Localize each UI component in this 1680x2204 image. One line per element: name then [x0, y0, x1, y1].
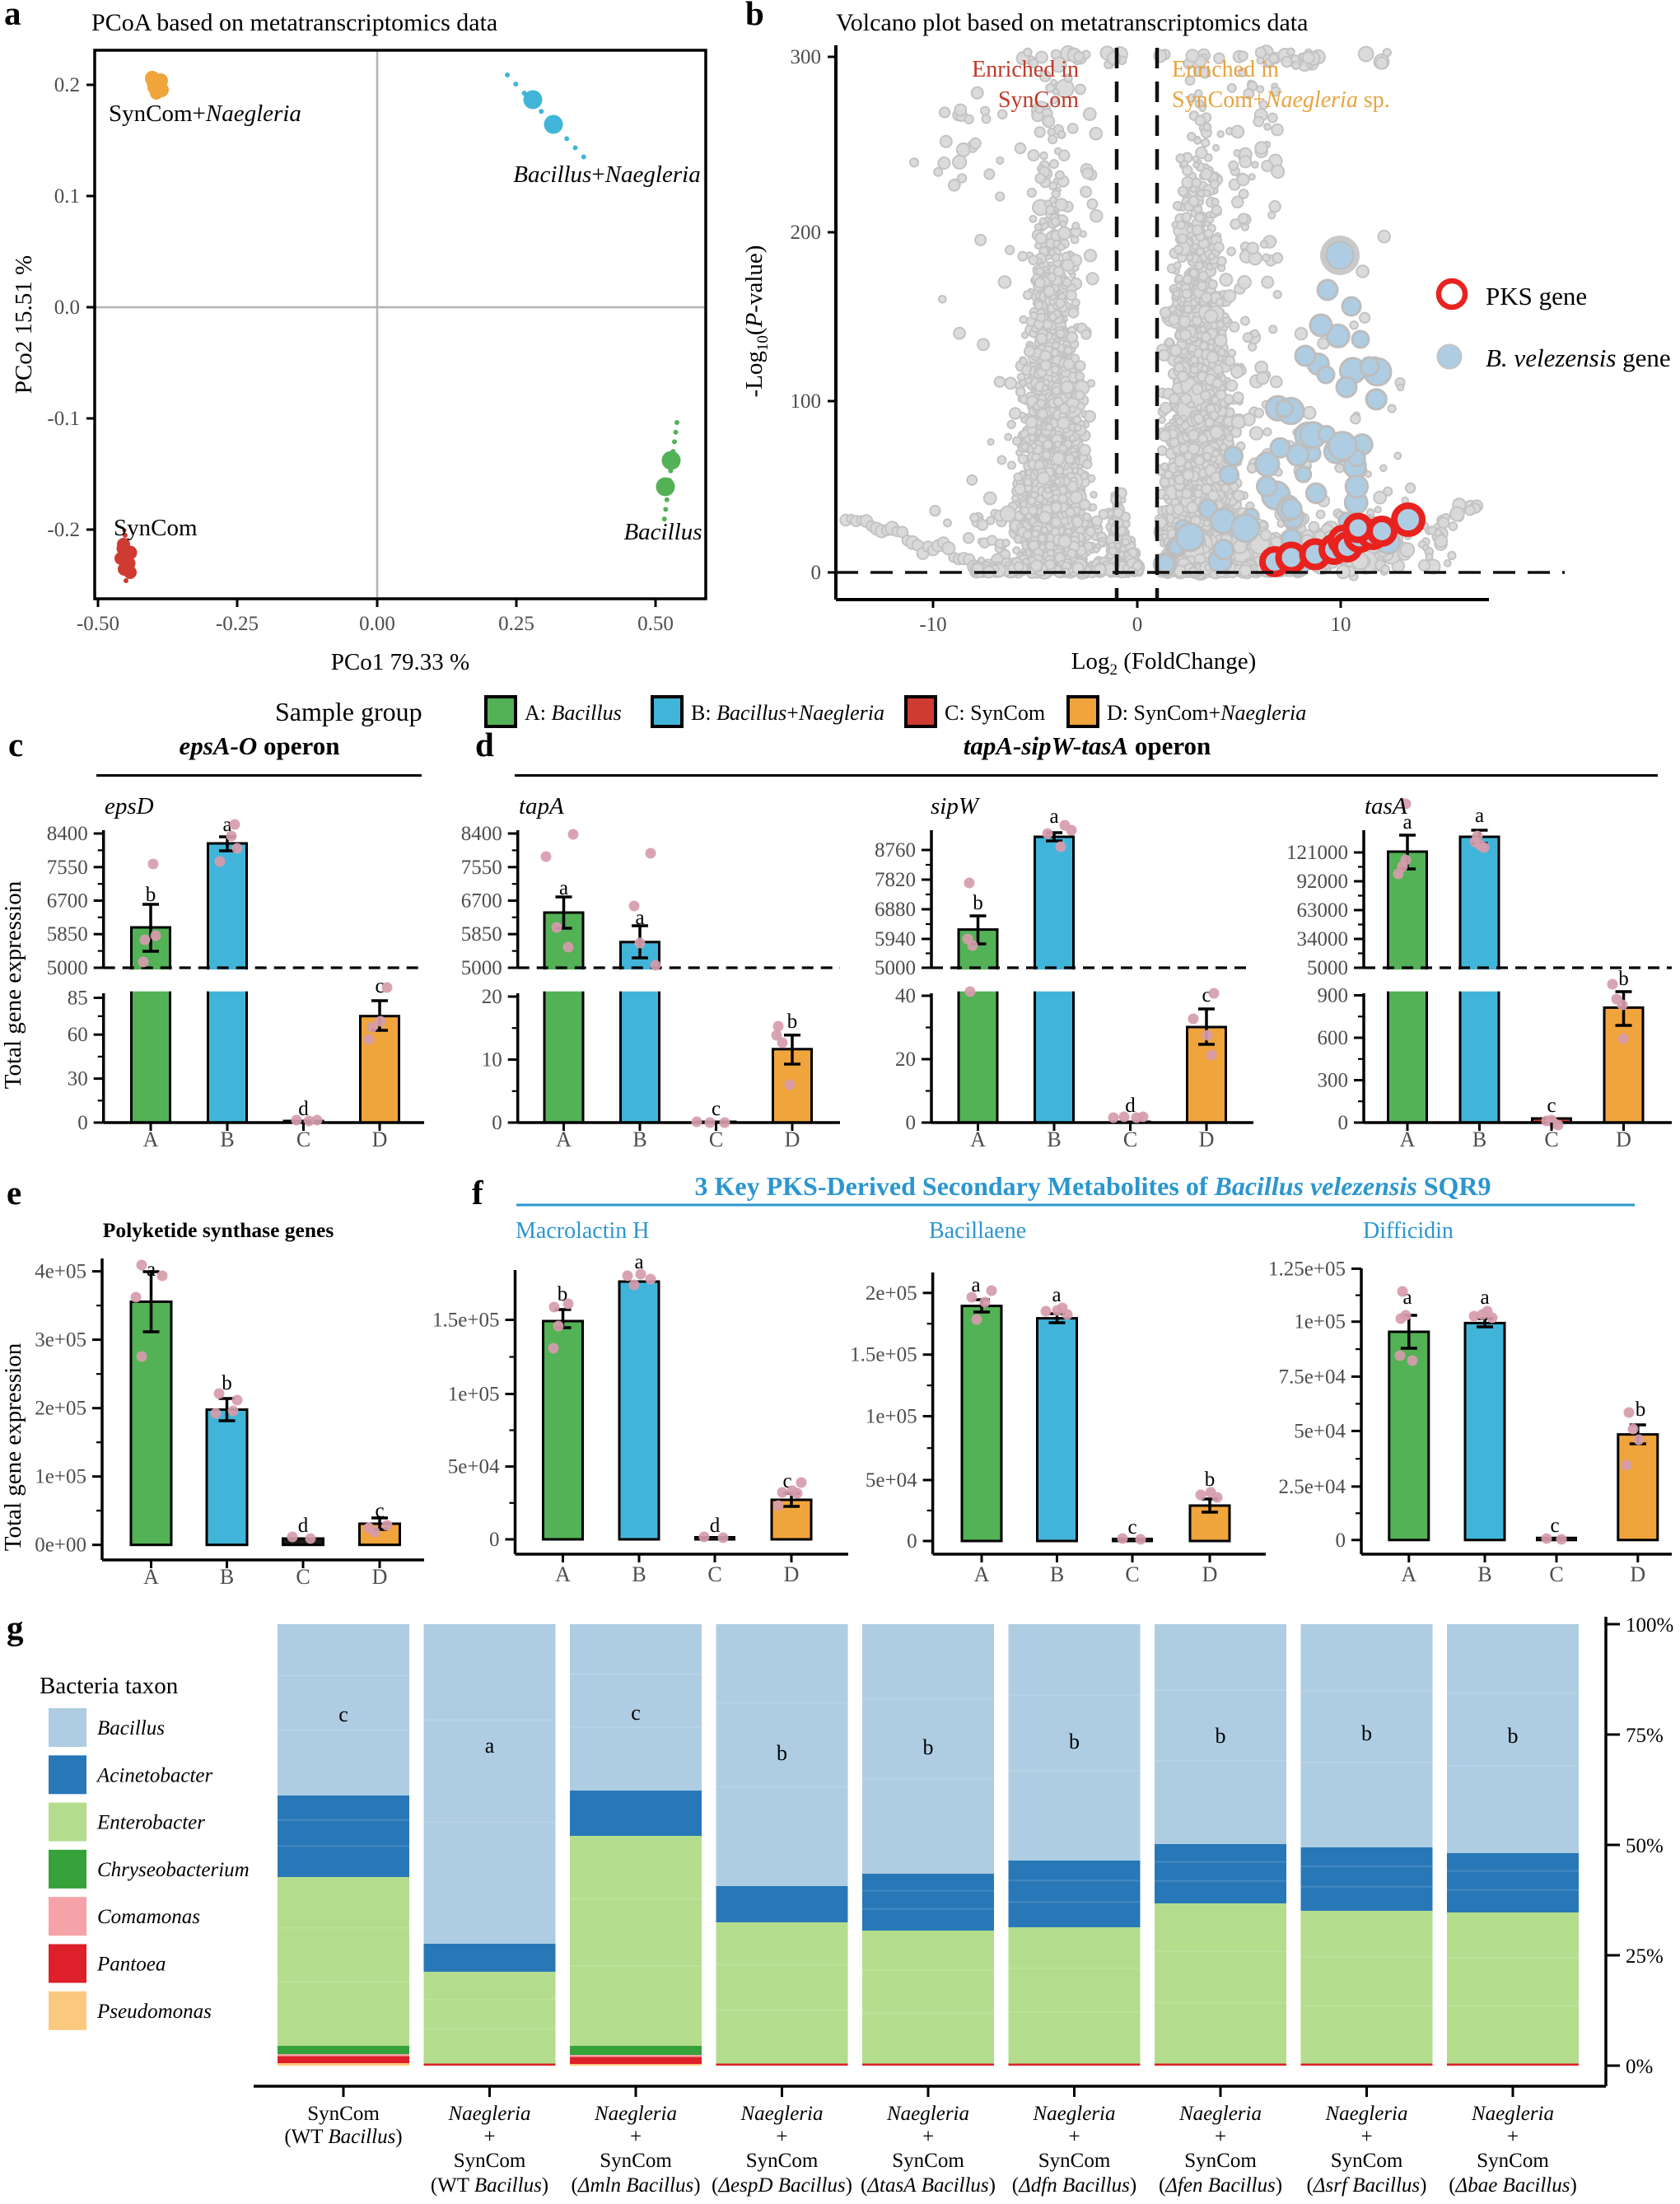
svg-text:b: b — [745, 0, 764, 32]
svg-text:200: 200 — [791, 222, 822, 244]
svg-text:-10: -10 — [919, 614, 946, 636]
svg-text:Volcano plot based on metatran: Volcano plot based on metatranscriptomic… — [836, 9, 1308, 36]
svg-text:10: 10 — [1331, 614, 1351, 636]
svg-text:Log2 (FoldChange): Log2 (FoldChange) — [1071, 648, 1257, 679]
svg-text:100: 100 — [791, 390, 822, 413]
svg-text:0.0: 0.0 — [54, 297, 80, 319]
svg-text:0.50: 0.50 — [637, 613, 674, 635]
svg-text:300: 300 — [791, 46, 822, 68]
svg-text:SynCom: SynCom — [114, 515, 198, 541]
svg-text:-0.1: -0.1 — [47, 408, 80, 430]
svg-text:Bacillus+Naegleria: Bacillus+Naegleria — [513, 161, 700, 188]
svg-text:-0.2: -0.2 — [47, 519, 80, 541]
svg-text:a: a — [4, 0, 21, 32]
svg-text:0: 0 — [811, 562, 822, 584]
svg-text:-Log10(P-value): -Log10(P-value) — [741, 245, 772, 398]
svg-text:0.00: 0.00 — [359, 613, 395, 635]
svg-text:PCo1 79.33 %: PCo1 79.33 % — [331, 649, 469, 675]
svg-text:SynCom+Naegleria: SynCom+Naegleria — [109, 100, 301, 127]
svg-text:0.2: 0.2 — [54, 74, 80, 96]
svg-text:-0.50: -0.50 — [77, 613, 119, 635]
svg-text:PCoA based on metatranscriptom: PCoA based on metatranscriptomics data — [91, 9, 497, 36]
svg-text:0.1: 0.1 — [54, 185, 80, 208]
svg-text:Bacillus: Bacillus — [623, 519, 702, 545]
svg-text:-0.25: -0.25 — [216, 613, 259, 635]
svg-text:0: 0 — [1132, 614, 1143, 636]
svg-text:PCo2 15.51 %: PCo2 15.51 % — [11, 255, 37, 394]
svg-text:0.25: 0.25 — [498, 613, 534, 635]
